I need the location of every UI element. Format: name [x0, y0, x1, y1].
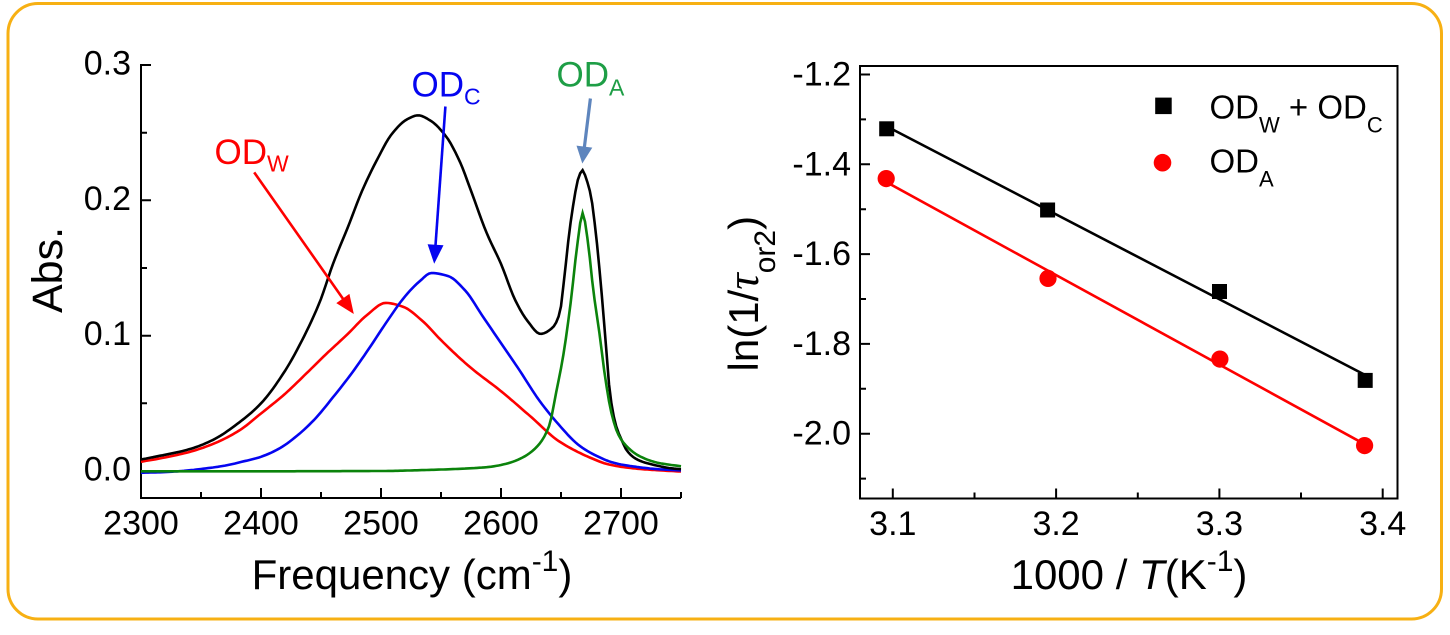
svg-text:-1.4: -1.4 [792, 145, 851, 183]
svg-text:3.1: 3.1 [869, 505, 916, 543]
svg-text:-1.2: -1.2 [792, 56, 851, 94]
svg-text:2400: 2400 [223, 505, 299, 543]
svg-text:Frequency (cm-1): Frequency (cm-1) [252, 545, 573, 598]
svg-text:0.0: 0.0 [84, 451, 131, 489]
svg-text:0.3: 0.3 [84, 45, 131, 83]
svg-text:2700: 2700 [583, 505, 659, 543]
svg-text:-1.8: -1.8 [792, 325, 851, 363]
svg-text:-1.6: -1.6 [792, 235, 851, 273]
svg-text:2600: 2600 [463, 505, 539, 543]
svg-text:0.1: 0.1 [84, 315, 131, 353]
svg-text:3.3: 3.3 [1196, 505, 1243, 543]
svg-text:2500: 2500 [343, 505, 419, 543]
svg-text:0.2: 0.2 [84, 180, 131, 218]
svg-text:2300: 2300 [103, 505, 179, 543]
svg-text:Abs.: Abs. [24, 227, 72, 313]
svg-text:-2.0: -2.0 [792, 415, 851, 453]
svg-text:3.2: 3.2 [1032, 505, 1079, 543]
svg-text:3.4: 3.4 [1359, 505, 1406, 543]
